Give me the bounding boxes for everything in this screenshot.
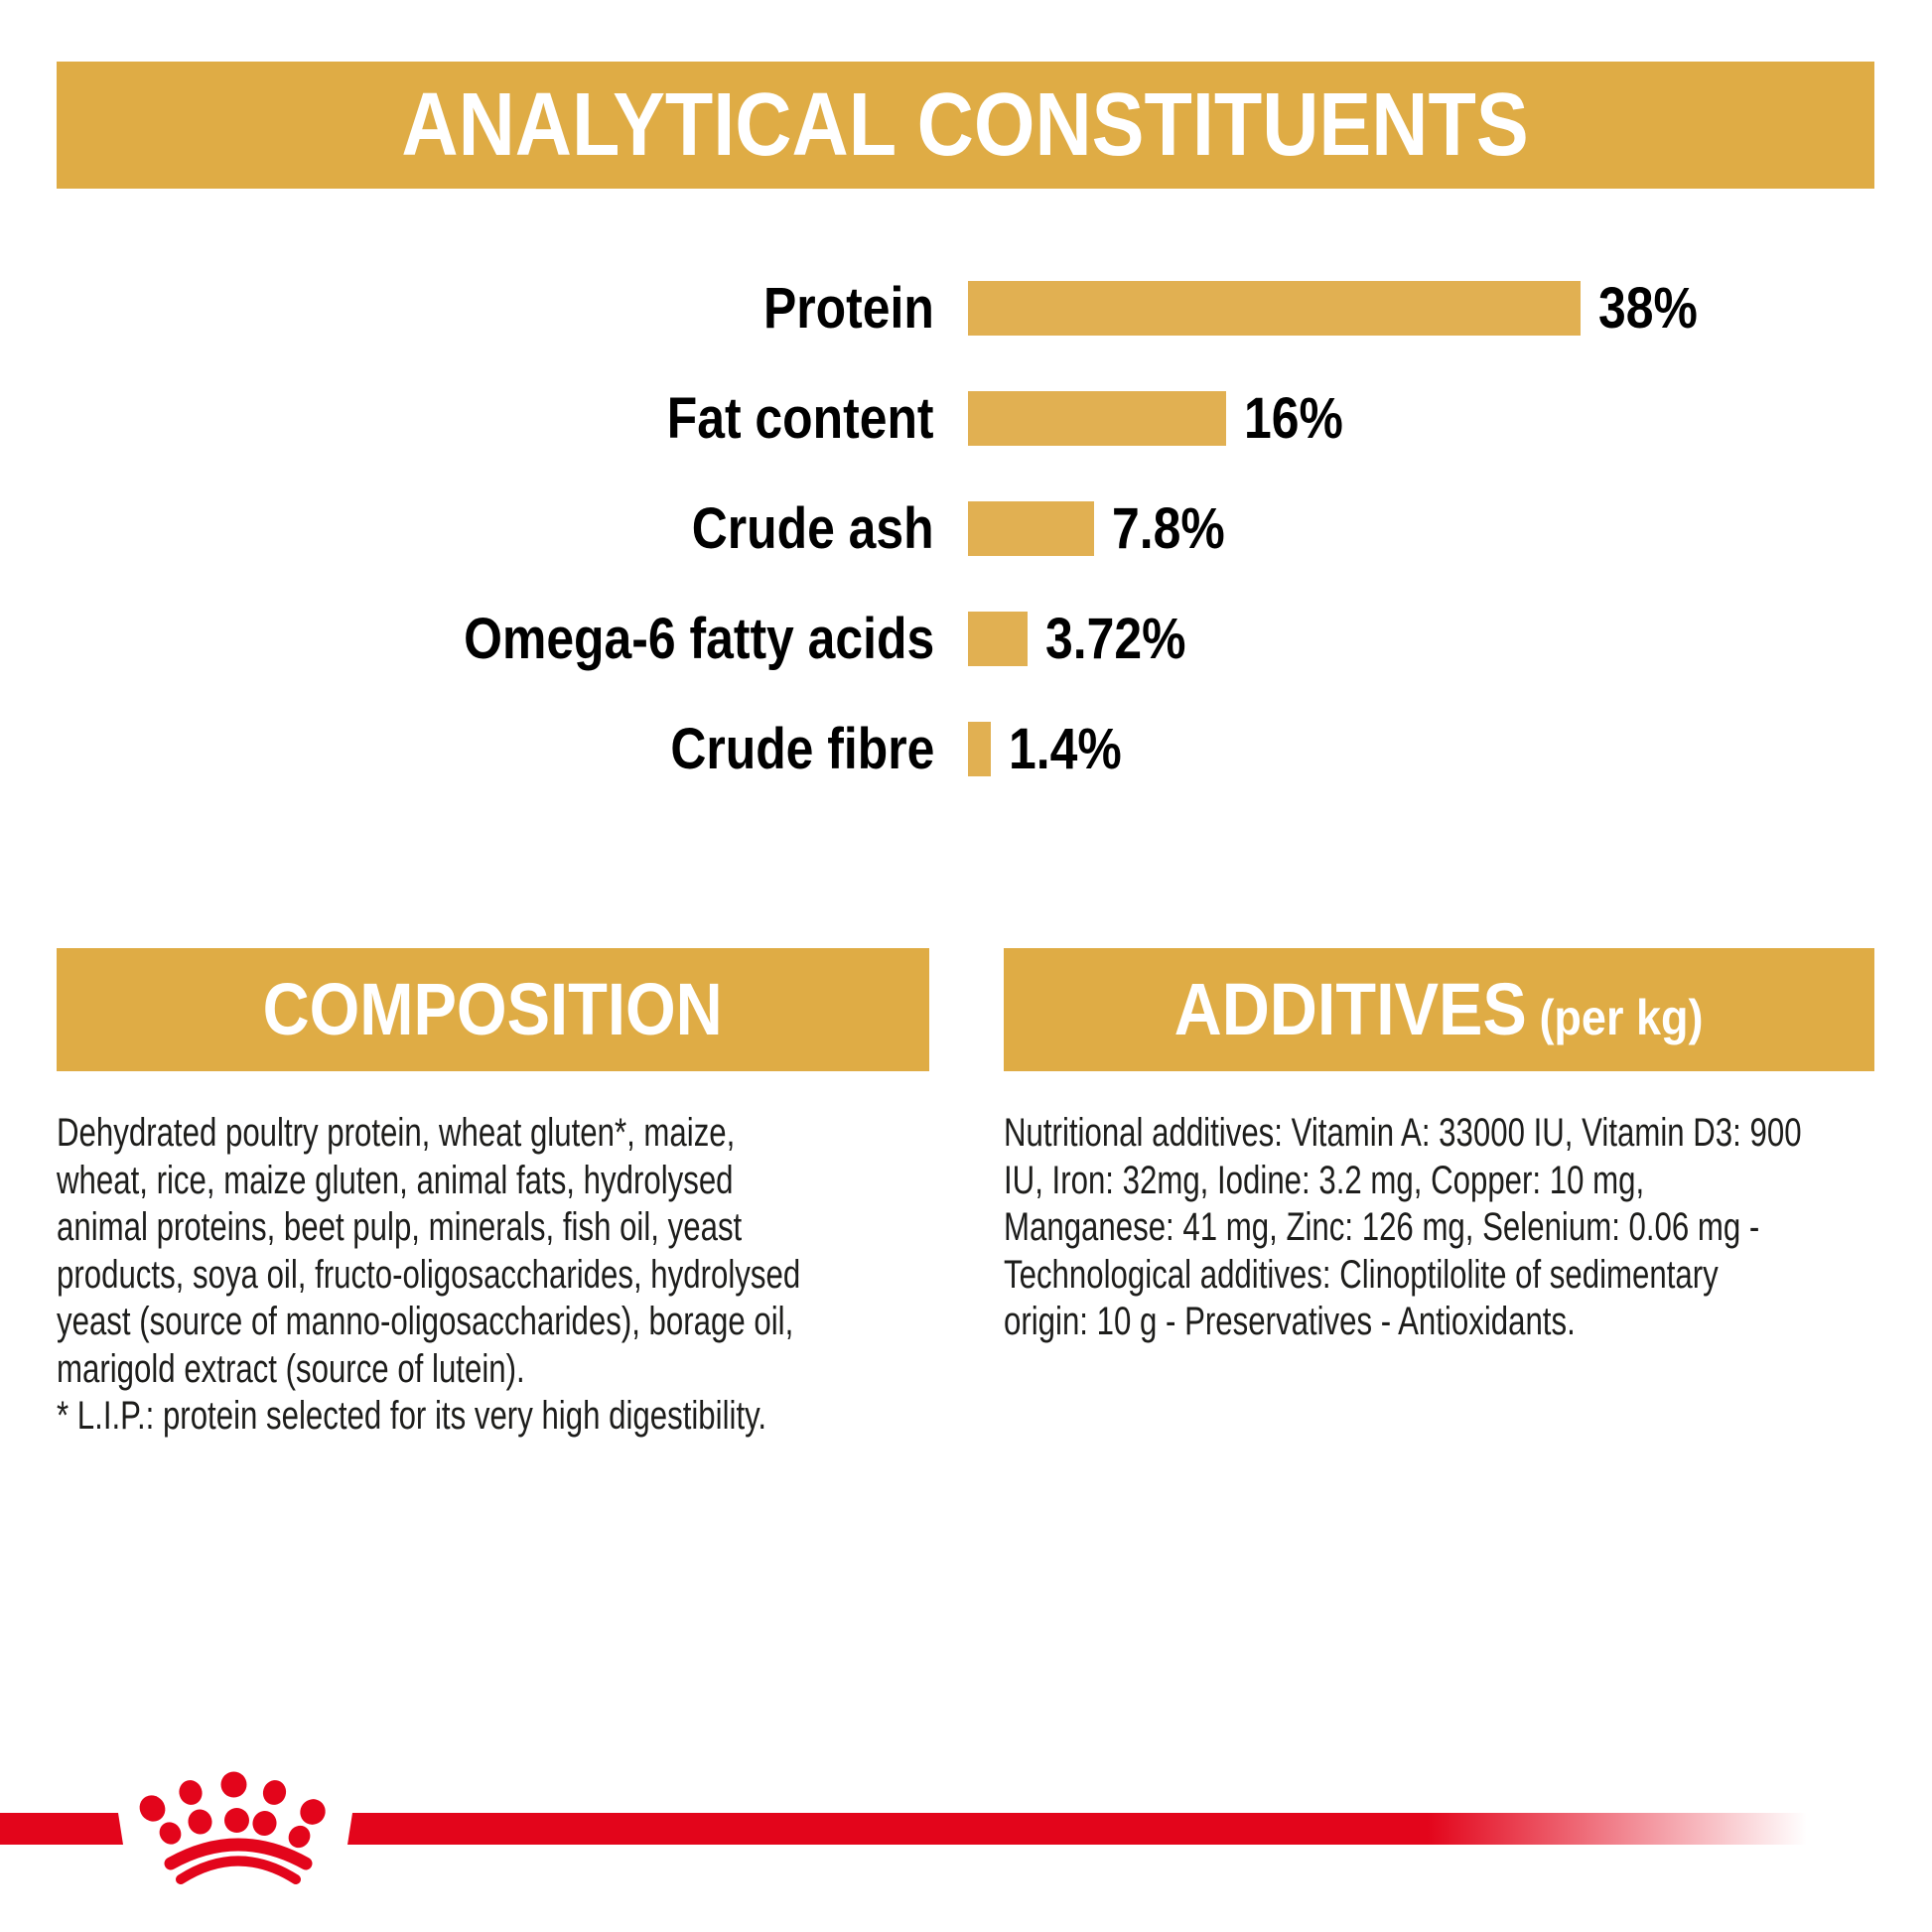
bar-label-text: Protein xyxy=(763,275,934,341)
bar-row: Crude fibre 1.4% xyxy=(0,716,1932,781)
text-line: Manganese: 41 mg, Zinc: 126 mg, Selenium… xyxy=(1004,1205,1760,1249)
bar-value: 7.8% xyxy=(1112,495,1243,561)
bar-label: Crude ash xyxy=(0,495,934,561)
bar xyxy=(968,281,1581,336)
bar xyxy=(968,501,1094,556)
text-line: IU, Iron: 32mg, Iodine: 3.2 mg, Copper: … xyxy=(1004,1158,1645,1202)
bar-value: 16% xyxy=(1244,385,1359,451)
additives-heading-row: ADDITIVES (per kg) xyxy=(1174,973,1704,1046)
analytical-constituents-chart: Protein 38% Fat content 16% Crude ash 7.8% Ome… xyxy=(0,0,1932,854)
bar-value-text: 3.72% xyxy=(1045,606,1186,671)
bar-value: 1.4% xyxy=(1009,716,1140,781)
text-line: yeast (source of manno-oligosaccharides)… xyxy=(57,1300,794,1343)
bar-row: Fat content 16% xyxy=(0,385,1932,451)
additives-heading-suffix: (per kg) xyxy=(1539,990,1704,1045)
additives-heading: ADDITIVES xyxy=(1174,968,1528,1050)
additives-text: Nutritional additives: Vitamin A: 33000 … xyxy=(1004,1110,1802,1346)
bar-value: 3.72% xyxy=(1045,606,1208,671)
bar-row: Protein 38% xyxy=(0,275,1932,341)
text-line: * L.I.P.: protein selected for its very … xyxy=(57,1394,767,1438)
bar-row: Crude ash 7.8% xyxy=(0,495,1932,561)
bar xyxy=(968,722,991,776)
bar-label: Fat content xyxy=(0,385,934,451)
bar-label-text: Fat content xyxy=(667,385,934,451)
additives-banner: ADDITIVES (per kg) xyxy=(1004,948,1874,1071)
analytical-constituents-banner: ANALYTICAL CONSTITUENTS xyxy=(57,62,1874,189)
text-line: animal proteins, beet pulp, minerals, fi… xyxy=(57,1205,743,1249)
bar-value-text: 7.8% xyxy=(1112,495,1225,561)
bar-value-text: 1.4% xyxy=(1009,716,1122,781)
bar-label-text: Crude ash xyxy=(692,495,934,561)
text-line: products, soya oil, fructo-oligosacchari… xyxy=(57,1252,801,1297)
bar-label-text: Omega-6 fatty acids xyxy=(463,606,934,671)
composition-banner: COMPOSITION xyxy=(57,948,929,1071)
bar xyxy=(968,612,1028,666)
bar-label: Omega-6 fatty acids xyxy=(0,606,934,671)
text-line: wheat, rice, maize gluten, animal fats, … xyxy=(57,1158,734,1202)
royal-canin-crown-icon xyxy=(139,1771,326,1884)
text-line: Dehydrated poultry protein, wheat gluten… xyxy=(57,1111,736,1155)
bar xyxy=(968,391,1226,446)
composition-heading: COMPOSITION xyxy=(262,968,724,1050)
page-title: ANALYTICAL CONSTITUENTS xyxy=(401,75,1530,175)
brand-stripe-right xyxy=(347,1813,1807,1845)
bar-row: Omega-6 fatty acids 3.72% xyxy=(0,606,1932,671)
text-line: Technological additives: Clinoptilolite … xyxy=(1004,1252,1719,1297)
bar-value: 38% xyxy=(1598,275,1714,341)
composition-text: Dehydrated poultry protein, wheat gluten… xyxy=(57,1110,800,1441)
text-line: marigold extract (source of lutein). xyxy=(57,1346,525,1391)
bar-label-text: Crude fibre xyxy=(669,716,934,781)
bar-label: Crude fibre xyxy=(0,716,934,781)
bar-value-text: 16% xyxy=(1244,385,1343,451)
bar-value-text: 38% xyxy=(1598,275,1698,341)
text-line: origin: 10 g - Preservatives - Antioxida… xyxy=(1004,1300,1576,1343)
text-line: Nutritional additives: Vitamin A: 33000 … xyxy=(1004,1111,1802,1155)
bar-label: Protein xyxy=(0,275,934,341)
brand-stripe-left xyxy=(0,1813,123,1845)
